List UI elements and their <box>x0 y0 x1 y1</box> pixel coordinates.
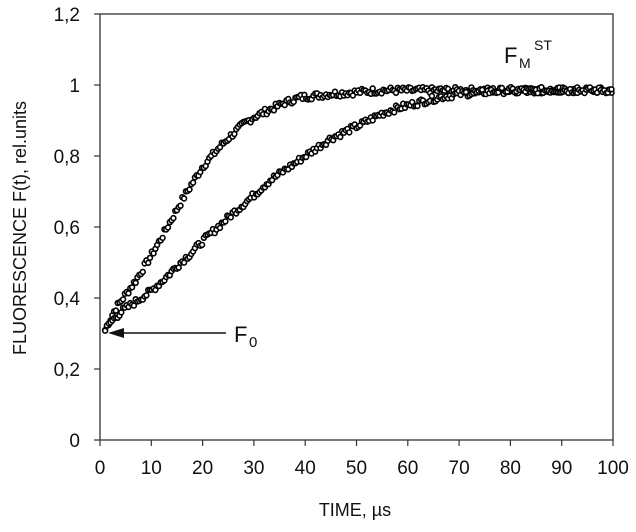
data-point <box>130 302 138 309</box>
y-axis-title: FLUORESCENCE F(t), rel.units <box>10 101 30 355</box>
y-tick-label: 1,2 <box>54 5 80 26</box>
series-slow-rise <box>101 83 615 334</box>
data-point <box>180 195 188 202</box>
data-point <box>180 259 188 266</box>
data-point <box>369 85 376 92</box>
y-tick-label: 0,4 <box>54 289 81 310</box>
x-tick-label: 90 <box>551 458 572 479</box>
x-tick-label: 0 <box>95 458 106 479</box>
data-point <box>227 214 235 221</box>
data-point <box>145 259 152 266</box>
data-point <box>143 292 150 299</box>
x-tick-label: 20 <box>192 458 213 479</box>
fm-subscript: M <box>519 55 531 71</box>
plot-border <box>99 13 614 441</box>
data-point <box>270 107 278 114</box>
fm-label: F <box>504 43 517 68</box>
x-tick-label: 50 <box>346 458 367 479</box>
y-axis: 0 0,2 0,4 0,6 0,8 1 1,2 <box>54 5 100 452</box>
data-point <box>337 133 344 141</box>
x-tick-label: 70 <box>449 458 470 479</box>
data-point <box>346 129 353 136</box>
data-point <box>119 296 127 303</box>
x-tick-label: 80 <box>500 458 521 479</box>
data-point <box>369 117 376 124</box>
data-point <box>189 179 197 186</box>
data-point <box>159 234 166 242</box>
fm-annotation: F M ST <box>504 37 552 71</box>
data-point <box>177 202 184 209</box>
data-point <box>146 254 154 261</box>
series-fast-rise <box>101 83 615 334</box>
data-point <box>112 307 120 314</box>
y-tick-label: 0,6 <box>54 218 80 239</box>
f0-label: F <box>234 322 247 347</box>
data-point <box>198 241 206 249</box>
data-point <box>414 102 421 110</box>
y-tick-label: 0,2 <box>54 360 80 381</box>
data-series <box>101 83 615 334</box>
data-point <box>498 84 506 92</box>
arrow-head-icon <box>108 328 124 338</box>
fm-superscript: ST <box>534 37 552 53</box>
f0-annotation: F 0 <box>108 322 257 351</box>
f0-subscript: 0 <box>249 334 257 351</box>
y-tick-label: 0,8 <box>54 147 80 168</box>
x-axis: 0 10 20 30 40 50 60 70 80 90 100 <box>95 440 629 479</box>
data-point <box>101 327 109 334</box>
x-tick-label: 30 <box>243 458 264 479</box>
data-point <box>170 214 177 222</box>
x-tick-label: 60 <box>397 458 418 479</box>
data-point <box>216 224 224 232</box>
data-point <box>222 218 229 225</box>
data-point <box>132 279 139 286</box>
x-axis-title: TIME, µs <box>319 500 391 520</box>
data-point <box>186 186 193 193</box>
data-point <box>128 284 136 291</box>
y-tick-label: 0 <box>69 431 80 452</box>
data-point <box>125 290 132 297</box>
x-tick-label: 40 <box>295 458 316 479</box>
x-tick-label: 100 <box>597 458 629 479</box>
data-point <box>608 86 615 93</box>
data-point <box>164 224 172 231</box>
plot-frame <box>99 13 614 441</box>
data-point <box>428 92 436 100</box>
data-point <box>391 109 398 116</box>
data-point <box>139 268 147 276</box>
x-tick-label: 10 <box>141 458 162 479</box>
y-tick-label: 1 <box>69 76 80 97</box>
